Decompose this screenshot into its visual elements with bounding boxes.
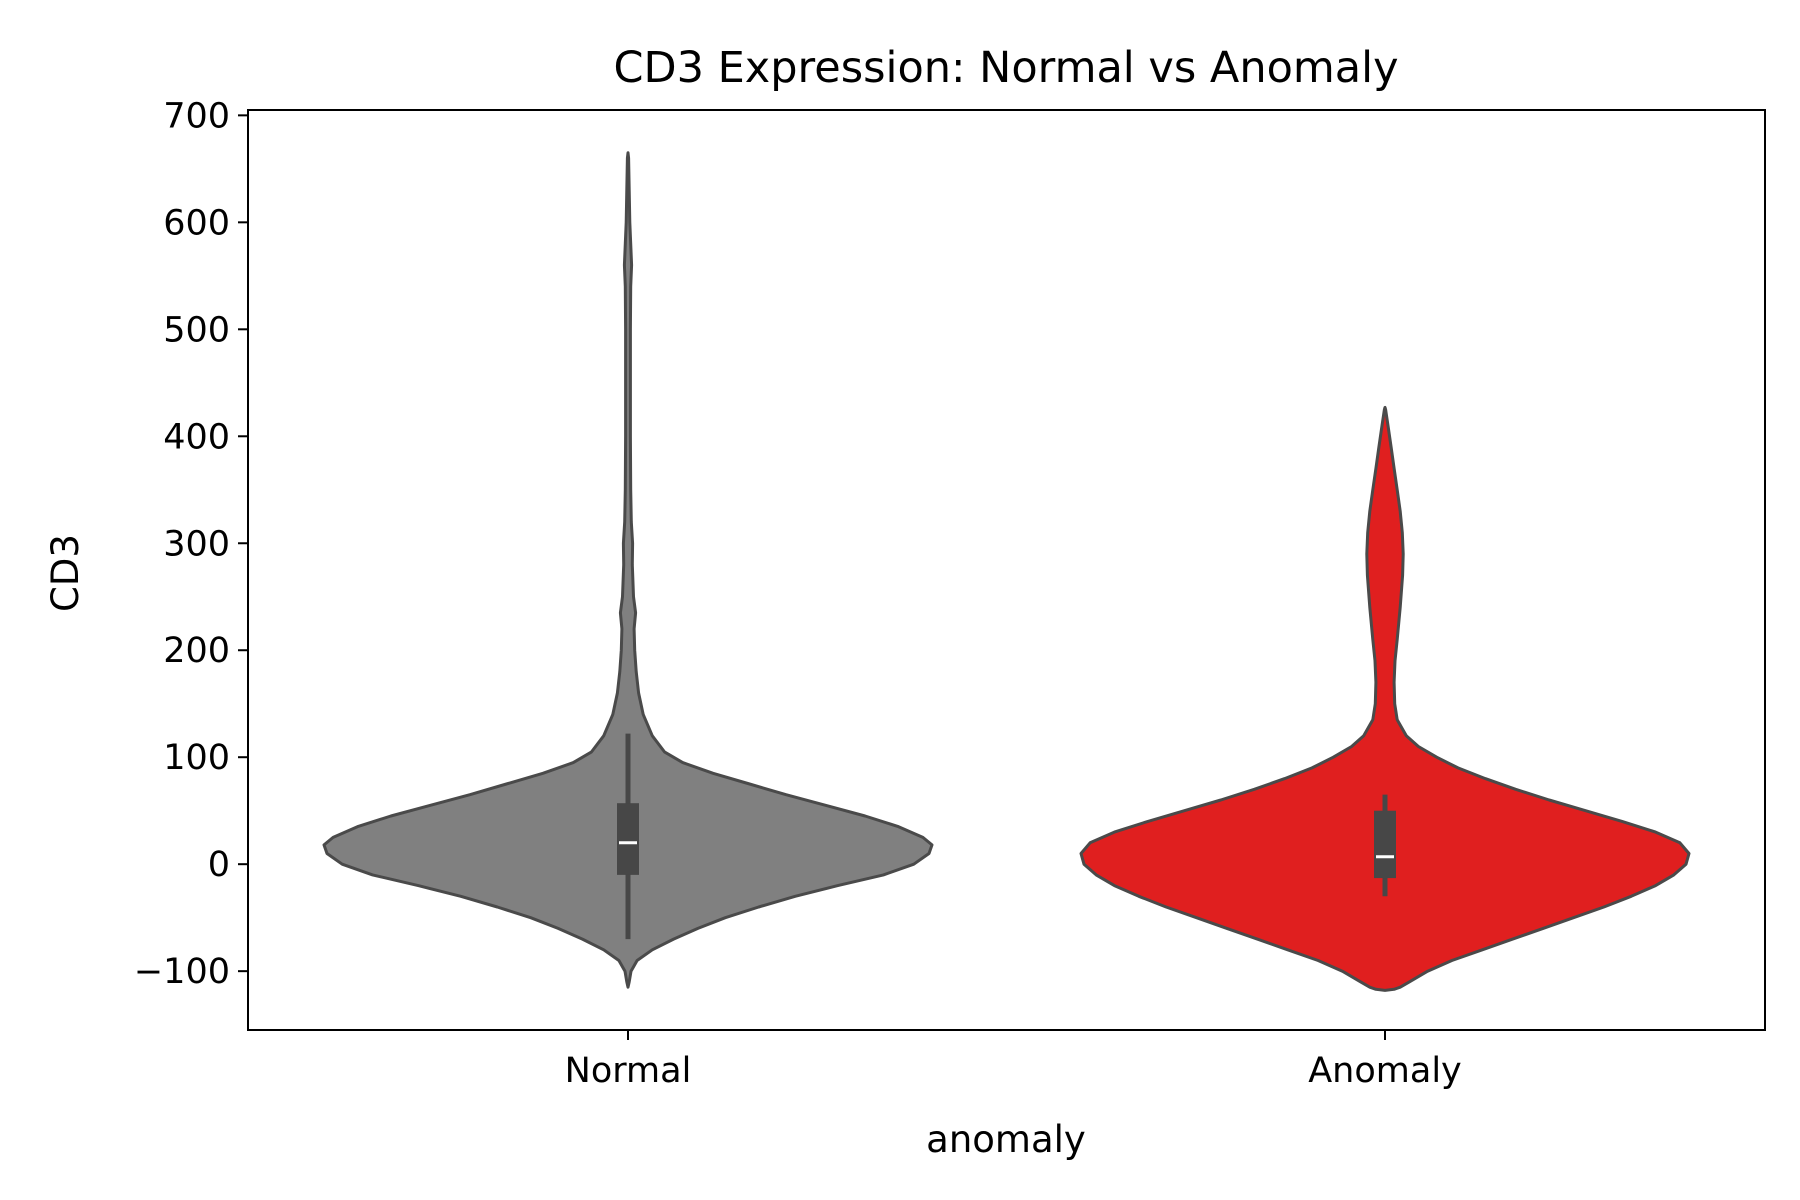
chart-title: CD3 Expression: Normal vs Anomaly — [613, 43, 1398, 93]
y-tick-label: −100 — [134, 952, 230, 992]
violin-normal — [322, 151, 934, 989]
x-tick-label: Normal — [565, 1051, 692, 1091]
y-tick-label: 200 — [163, 631, 230, 671]
x-axis: Normal Anomaly — [565, 1030, 1462, 1091]
violins-layer — [322, 151, 1691, 992]
iqr-box-anomaly — [1374, 810, 1396, 879]
y-tick-label: 100 — [163, 738, 230, 778]
y-tick-label: 300 — [163, 524, 230, 564]
y-tick-label: 700 — [163, 96, 230, 136]
y-tick-label: 0 — [208, 845, 230, 885]
y-tick-label: 500 — [163, 310, 230, 350]
plot-frame — [247, 109, 1766, 1031]
y-tick-label: 600 — [163, 203, 230, 243]
y-tick-label: 400 — [163, 417, 230, 457]
x-axis-label: anomaly — [926, 1118, 1086, 1161]
violin-anomaly — [1079, 405, 1691, 992]
y-axis-label: CD3 — [44, 534, 87, 612]
iqr-box-normal — [617, 803, 639, 875]
x-tick-label: Anomaly — [1308, 1051, 1462, 1091]
y-axis: 700 600 500 400 300 200 100 0 −100 — [134, 96, 248, 992]
